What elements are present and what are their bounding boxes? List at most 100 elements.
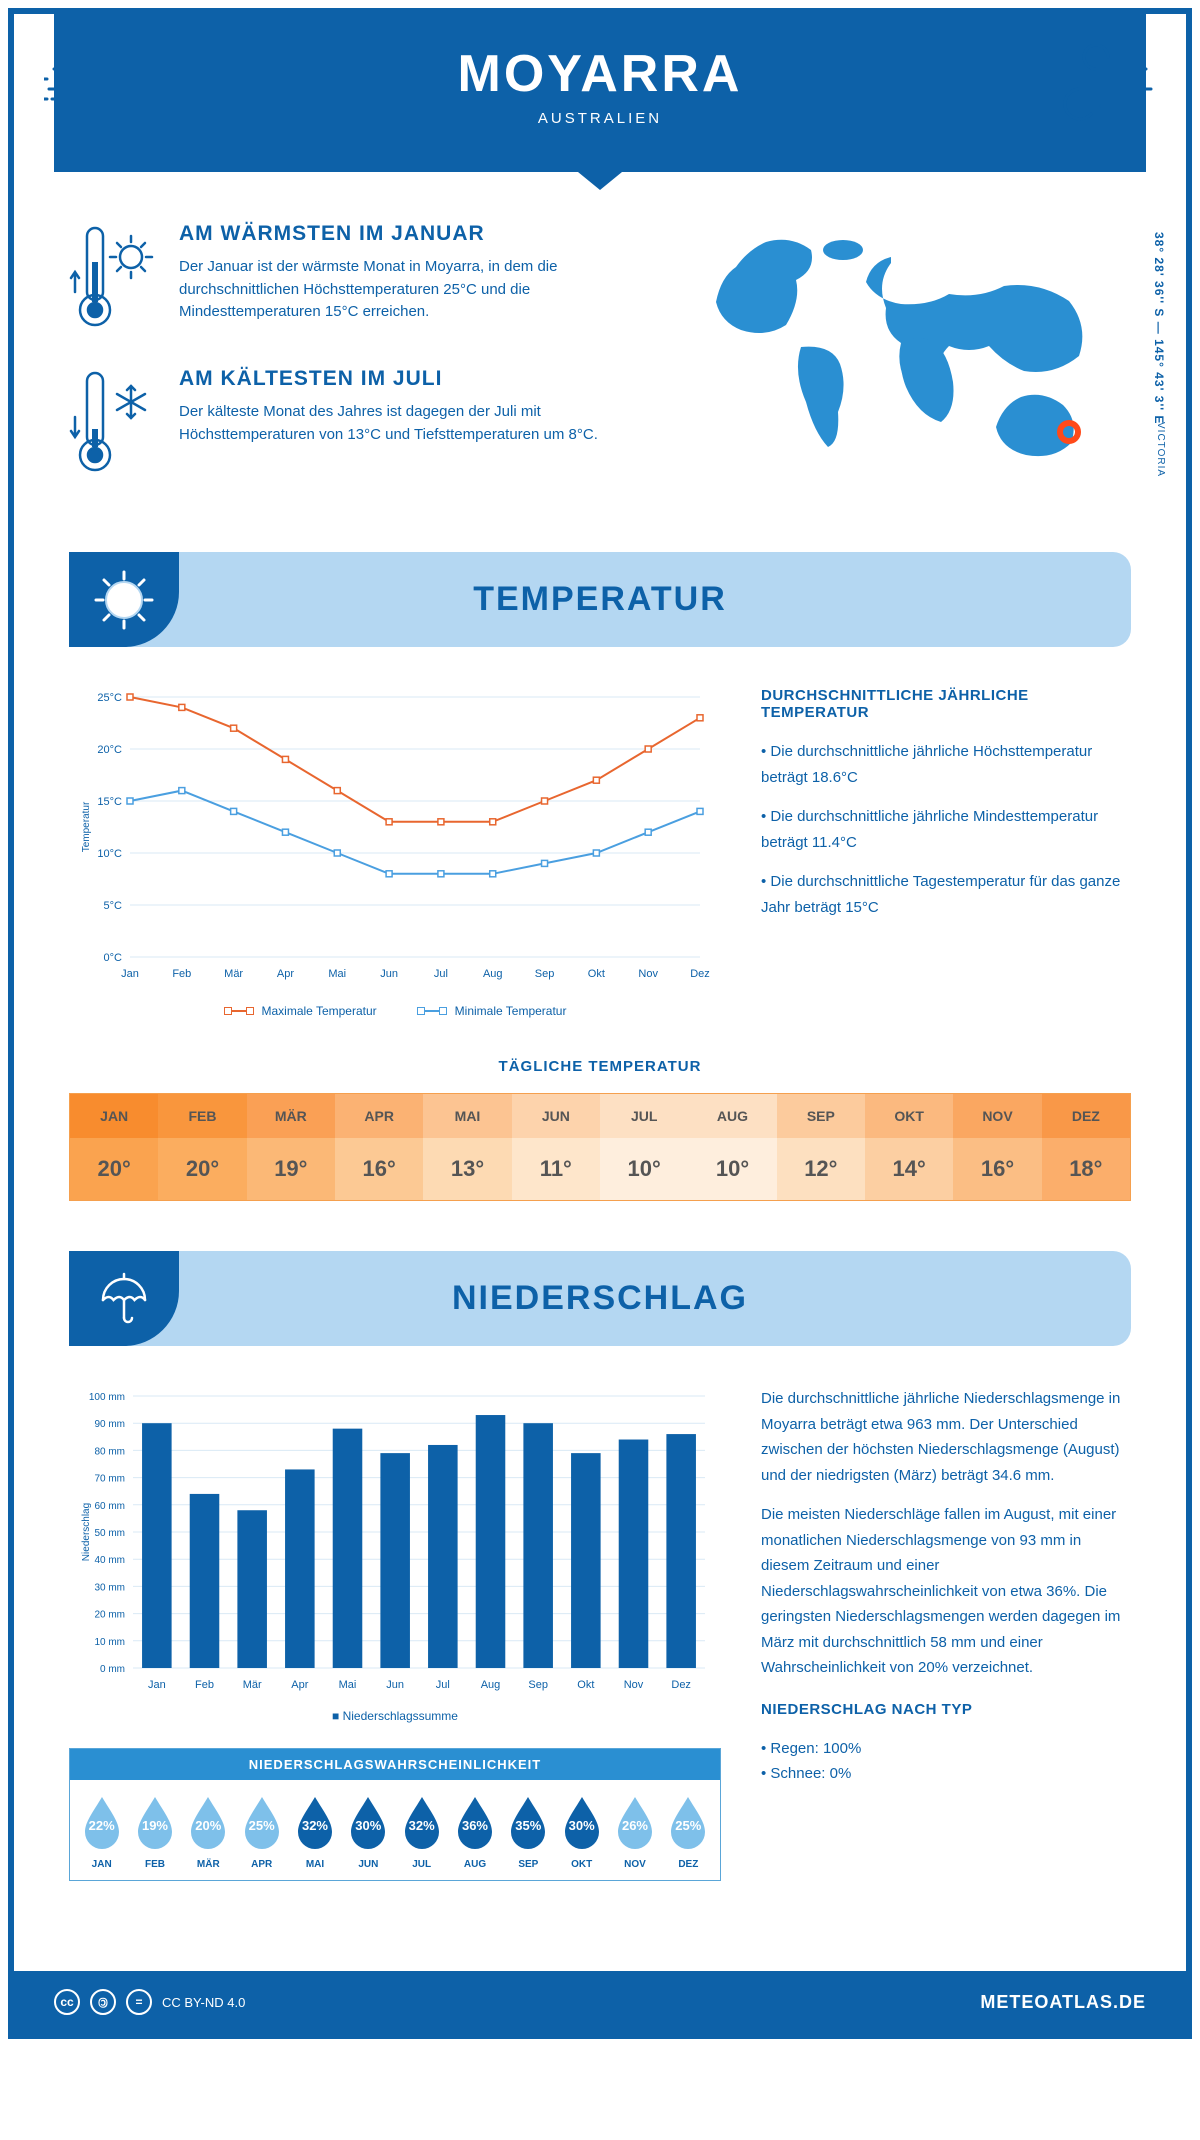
svg-text:Mär: Mär (224, 968, 243, 980)
svg-text:Aug: Aug (483, 968, 503, 980)
svg-text:5°C: 5°C (104, 900, 123, 912)
header: MOYARRA AUSTRALIEN (54, 14, 1146, 172)
svg-text:Okt: Okt (577, 1679, 594, 1691)
precipitation-section-banner: NIEDERSCHLAG (69, 1251, 1131, 1346)
precip-legend: Niederschlagssumme (69, 1709, 721, 1723)
precip-prob-drop: 32% MAI (289, 1794, 340, 1870)
coldest-heading: AM KÄLTESTEN IM JULI (179, 367, 651, 391)
temp-table-cell: 20° (158, 1138, 246, 1200)
infographic-frame: MOYARRA AUSTRALIEN (8, 8, 1192, 2039)
svg-text:Niederschlag: Niederschlag (81, 1503, 92, 1561)
avg-temp-b2: • Die durchschnittliche jährliche Mindes… (761, 804, 1131, 855)
thermometer-cold-icon (69, 367, 159, 477)
svg-text:20 mm: 20 mm (94, 1610, 125, 1621)
prob-heading: NIEDERSCHLAGSWAHRSCHEINLICHKEIT (70, 1749, 720, 1780)
footer: cc 🄯 = CC BY-ND 4.0 METEOATLAS.DE (14, 1971, 1186, 2033)
cc-icon: cc (54, 1989, 80, 2015)
svg-text:Jun: Jun (380, 968, 398, 980)
svg-text:Jan: Jan (148, 1679, 166, 1691)
precip-prob-drop: 25% APR (236, 1794, 287, 1870)
avg-temp-b3: • Die durchschnittliche Tagestemperatur … (761, 869, 1131, 920)
temp-table-header: DEZ (1042, 1094, 1130, 1138)
temperature-line-chart: 0°C5°C10°C15°C20°C25°CJanFebMärAprMaiJun… (69, 687, 721, 987)
temp-table-cell: 10° (600, 1138, 688, 1200)
svg-text:40 mm: 40 mm (94, 1555, 125, 1566)
svg-text:Jul: Jul (434, 968, 448, 980)
temp-table-cell: 20° (70, 1138, 158, 1200)
precip-prob-drop: 20% MÄR (183, 1794, 234, 1870)
sun-icon (94, 570, 154, 630)
temp-table-cell: 12° (777, 1138, 865, 1200)
temp-table-header: OKT (865, 1094, 953, 1138)
temp-chart-legend: Maximale Temperatur Minimale Temperatur (69, 1004, 721, 1018)
nd-icon: = (126, 1989, 152, 2015)
svg-text:80 mm: 80 mm (94, 1446, 125, 1457)
temp-table-header: JUL (600, 1094, 688, 1138)
thermometer-hot-icon (69, 222, 159, 332)
avg-temp-b1: • Die durchschnittliche jährliche Höchst… (761, 739, 1131, 790)
svg-text:0 mm: 0 mm (100, 1664, 125, 1675)
temp-table-cell: 16° (953, 1138, 1041, 1200)
precip-type-snow: • Schnee: 0% (761, 1761, 1131, 1787)
precip-prob-drop: 25% DEZ (663, 1794, 714, 1870)
precip-prob-drop: 26% NOV (609, 1794, 660, 1870)
precip-prob-drop: 19% FEB (129, 1794, 180, 1870)
by-icon: 🄯 (90, 1989, 116, 2015)
svg-text:Jan: Jan (121, 968, 139, 980)
precipitation-section-title: NIEDERSCHLAG (179, 1279, 1131, 1318)
location-title: MOYARRA (54, 44, 1146, 104)
temp-table-cell: 16° (335, 1138, 423, 1200)
precip-prob-drop: 36% AUG (449, 1794, 500, 1870)
temperature-summary: AM WÄRMSTEN IM JANUAR Der Januar ist der… (69, 222, 651, 512)
precip-prob-drop: 35% SEP (503, 1794, 554, 1870)
svg-text:Mai: Mai (328, 968, 346, 980)
svg-text:Dez: Dez (671, 1679, 691, 1691)
warmest-text: Der Januar ist der wärmste Monat in Moya… (179, 256, 651, 324)
svg-text:Mai: Mai (339, 1679, 357, 1691)
svg-text:Feb: Feb (172, 968, 191, 980)
precipitation-bar-chart: 0 mm10 mm20 mm30 mm40 mm50 mm60 mm70 mm8… (69, 1386, 721, 1696)
svg-text:Aug: Aug (481, 1679, 501, 1691)
temp-table-cell: 14° (865, 1138, 953, 1200)
temp-table-cell: 11° (512, 1138, 600, 1200)
temp-table-header: MÄR (247, 1094, 335, 1138)
svg-text:Jun: Jun (386, 1679, 404, 1691)
svg-text:0°C: 0°C (104, 952, 123, 964)
svg-text:50 mm: 50 mm (94, 1528, 125, 1539)
precip-prob-drop: 32% JUL (396, 1794, 447, 1870)
coldest-text: Der kälteste Monat des Jahres ist dagege… (179, 401, 651, 446)
svg-text:Jul: Jul (436, 1679, 450, 1691)
precip-para-1: Die durchschnittliche jährliche Niedersc… (761, 1386, 1131, 1488)
svg-text:Apr: Apr (277, 968, 294, 980)
region-label: VICTORIA (1155, 422, 1166, 477)
svg-text:60 mm: 60 mm (94, 1501, 125, 1512)
svg-text:15°C: 15°C (97, 796, 122, 808)
wind-icon-right (1036, 44, 1156, 134)
precip-para-2: Die meisten Niederschläge fallen im Augu… (761, 1502, 1131, 1681)
temp-table-cell: 19° (247, 1138, 335, 1200)
temp-table-header: MAI (423, 1094, 511, 1138)
svg-text:20°C: 20°C (97, 744, 122, 756)
svg-text:25°C: 25°C (97, 692, 122, 704)
svg-text:Okt: Okt (588, 968, 605, 980)
temp-table-header: NOV (953, 1094, 1041, 1138)
svg-text:Nov: Nov (624, 1679, 644, 1691)
temperature-section-title: TEMPERATUR (179, 580, 1131, 619)
temp-table-header: FEB (158, 1094, 246, 1138)
temperature-section-banner: TEMPERATUR (69, 552, 1131, 647)
temp-table-header: APR (335, 1094, 423, 1138)
temp-table-cell: 10° (688, 1138, 776, 1200)
svg-text:90 mm: 90 mm (94, 1419, 125, 1430)
warmest-heading: AM WÄRMSTEN IM JANUAR (179, 222, 651, 246)
precip-type-heading: NIEDERSCHLAG NACH TYP (761, 1701, 1131, 1718)
temp-table-header: AUG (688, 1094, 776, 1138)
precip-prob-drop: 30% JUN (343, 1794, 394, 1870)
avg-temp-heading: DURCHSCHNITTLICHE JÄHRLICHE TEMPERATUR (761, 687, 1131, 721)
svg-text:10 mm: 10 mm (94, 1637, 125, 1648)
svg-text:Temperatur: Temperatur (81, 801, 92, 852)
svg-text:Sep: Sep (535, 968, 555, 980)
world-map: 38° 28' 36'' S — 145° 43' 3'' E VICTORIA (691, 222, 1131, 512)
svg-text:Dez: Dez (690, 968, 710, 980)
precip-type-rain: • Regen: 100% (761, 1736, 1131, 1762)
coordinates: 38° 28' 36'' S — 145° 43' 3'' E (1152, 232, 1166, 424)
